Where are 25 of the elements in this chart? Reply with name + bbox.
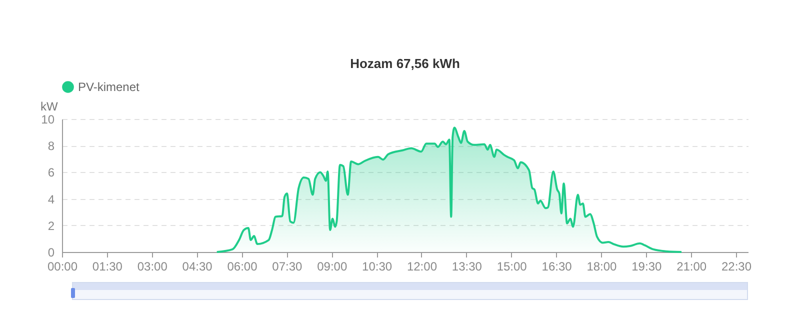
x-tick-label: 03:00 bbox=[137, 260, 168, 274]
x-tick-label: 07:30 bbox=[272, 260, 303, 274]
x-tick-label: 21:00 bbox=[676, 260, 707, 274]
x-tick-label: 12:00 bbox=[406, 260, 438, 274]
y-tick-label: 4 bbox=[48, 192, 55, 206]
x-tick-label: 15:00 bbox=[496, 260, 528, 274]
legend-label: PV-kimenet bbox=[78, 80, 140, 94]
y-axis-title: kW bbox=[40, 100, 58, 114]
x-tick-label: 13:30 bbox=[452, 260, 482, 274]
x-tick-label: 18:00 bbox=[586, 260, 618, 274]
x-tick-label: 19:30 bbox=[632, 260, 662, 274]
x-tick-label: 09:00 bbox=[317, 260, 348, 274]
chart-title: Hozam 67,56 kWh bbox=[350, 56, 460, 71]
x-tick-label: 22:30 bbox=[722, 260, 752, 274]
x-tick-label: 10:30 bbox=[362, 260, 392, 274]
x-tick-label: 04:30 bbox=[182, 260, 213, 274]
x-tick-label: 01:30 bbox=[92, 260, 123, 274]
x-tick-label: 16:30 bbox=[542, 260, 572, 274]
y-tick-label: 0 bbox=[48, 246, 55, 260]
y-tick-label: 2 bbox=[48, 218, 55, 233]
y-tick-label: 10 bbox=[41, 112, 55, 126]
y-tick-label: 6 bbox=[48, 166, 55, 180]
x-tick-label: 00:00 bbox=[47, 260, 78, 274]
x-tick-label: 06:00 bbox=[227, 260, 258, 274]
y-tick-label: 8 bbox=[48, 139, 55, 154]
